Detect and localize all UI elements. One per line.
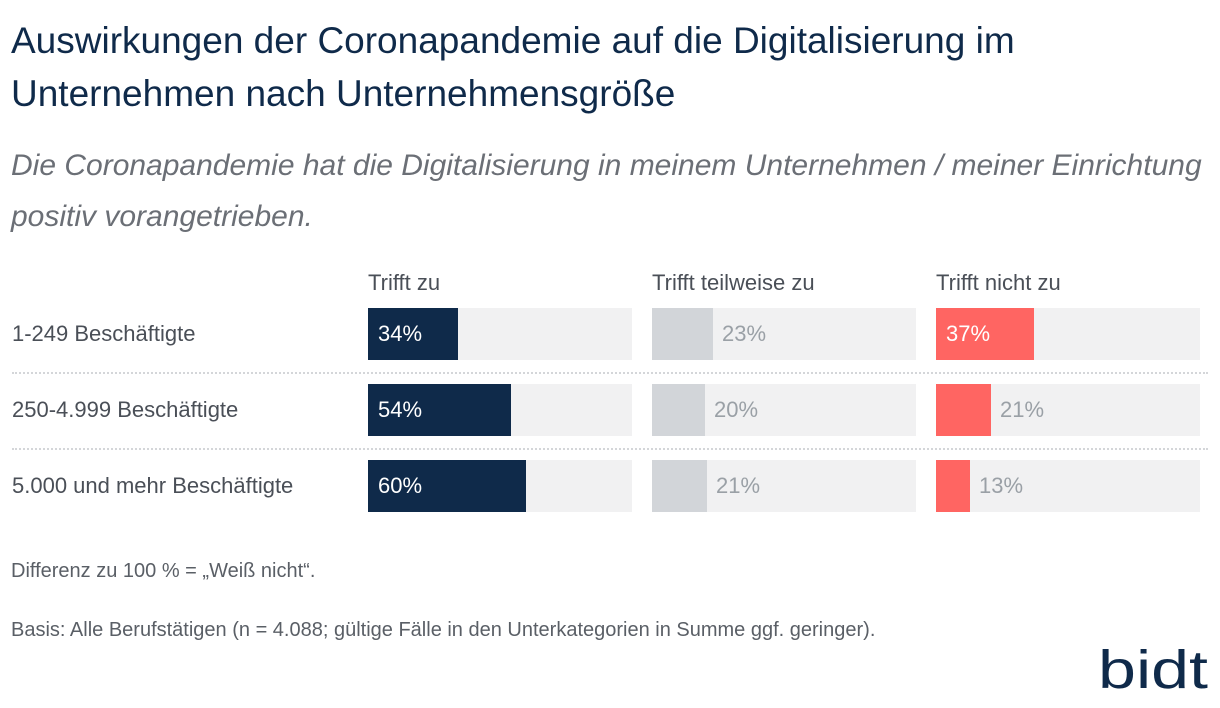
- data-label: 21%: [716, 473, 761, 498]
- data-label: 60%: [378, 473, 423, 498]
- bar-track: 23%: [652, 308, 916, 360]
- bar: [936, 460, 970, 512]
- data-label: 13%: [979, 473, 1024, 498]
- chart-title: Auswirkungen der Coronapandemie auf die …: [11, 20, 1015, 114]
- bar-track: 20%: [652, 384, 916, 436]
- category-label: 250-4.999 Beschäftigte: [12, 397, 239, 422]
- data-label: 37%: [946, 321, 991, 346]
- bidt-logo: bidt: [1098, 644, 1208, 696]
- data-label: 54%: [378, 397, 423, 422]
- bar-track: 37%: [936, 308, 1200, 360]
- bar-track: 34%: [368, 308, 632, 360]
- bar: [368, 460, 526, 512]
- bar-track: 13%: [936, 460, 1200, 512]
- bar-track: 21%: [652, 460, 916, 512]
- bar-track: 54%: [368, 384, 632, 436]
- bar: [652, 460, 707, 512]
- difference-note: Differenz zu 100 % = „Weiß nicht“.: [11, 560, 316, 582]
- bar: [368, 308, 458, 360]
- basis-note: Basis: Alle Berufstätigen (n = 4.088; gü…: [11, 619, 876, 641]
- category-label: 1-249 Beschäftigte: [12, 321, 196, 346]
- bar: [368, 384, 511, 436]
- data-label: 23%: [722, 321, 767, 346]
- column-header-2: Trifft teilweise zu: [652, 270, 815, 295]
- column-header-3: Trifft nicht zu: [936, 270, 1061, 295]
- row-separator: [12, 448, 1208, 450]
- column-header-1: Trifft zu: [368, 270, 441, 295]
- bar: [936, 384, 991, 436]
- bar-track: 21%: [936, 384, 1200, 436]
- chart-subtitle: Die Coronapandemie hat die Digitalisieru…: [11, 149, 1202, 233]
- data-label: 20%: [714, 397, 759, 422]
- bidt-logo-text: bidt: [1098, 644, 1208, 696]
- bar: [652, 308, 713, 360]
- bar: [652, 384, 705, 436]
- bar-track: 60%: [368, 460, 632, 512]
- row-separator: [12, 372, 1208, 374]
- bar: [936, 308, 1034, 360]
- data-label: 34%: [378, 321, 423, 346]
- category-label: 5.000 und mehr Beschäftigte: [12, 473, 294, 498]
- data-label: 21%: [1000, 397, 1045, 422]
